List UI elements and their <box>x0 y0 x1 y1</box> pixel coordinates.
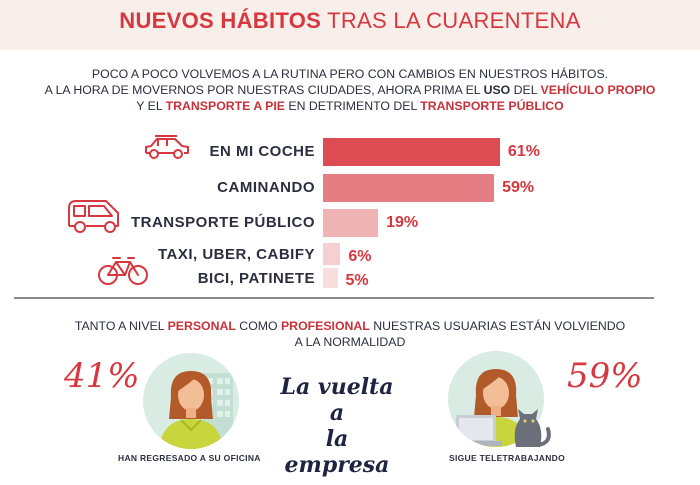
bar-value-coche: 61% <box>507 143 540 160</box>
statement-segment: COMO <box>235 319 281 333</box>
statement-line-1: TANTO A NIVEL PERSONAL COMO PROFESIONAL … <box>20 318 680 334</box>
bar-transporte-publico <box>323 209 379 237</box>
bar-value-transporte-publico: 19% <box>386 214 419 231</box>
intro-line-1: POCO A POCO VOLVEMOS A LA RUTINA PERO CO… <box>91 67 609 81</box>
woman-laptop-cat-icon <box>448 351 551 447</box>
car-icon <box>145 135 189 159</box>
bar-label-transporte-publico: TRANSPORTE PÚBLICO <box>130 214 315 231</box>
intro-text-segment: Y EL <box>136 99 166 113</box>
intro-line-3: Y EL TRANSPORTE A PIE EN DETRIMENTO DEL … <box>20 98 680 114</box>
bar-label-taxi: TAXI, UBER, CABIFY <box>157 246 315 263</box>
office-return-percent: 41% <box>64 356 140 396</box>
intro-text-segment: A LA HORA DE MOVERNOS POR NUESTRAS CIUDA… <box>44 83 484 97</box>
intro-text-segment: EN DETRIMENTO DEL <box>284 99 421 113</box>
bar-value-caminando: 59% <box>502 179 535 196</box>
bar-value-taxi: 6% <box>348 248 372 265</box>
statement-line-2: A LA NORMALIDAD <box>294 335 406 349</box>
statement-highlight-personal: PERSONAL <box>167 319 236 333</box>
bar-value-bici: 5% <box>345 272 369 289</box>
intro-line-2: A LA HORA DE MOVERNOS POR NUESTRAS CIUDA… <box>20 82 680 98</box>
bar-caminando <box>323 174 495 202</box>
section-divider <box>14 297 654 299</box>
headline-line-1: La vuelta a <box>280 374 394 426</box>
woman-office-icon <box>143 353 239 449</box>
intro-highlight-publico: TRANSPORTE PÚBLICO <box>420 99 564 113</box>
remote-work-caption: SIGUE TELETRABAJANDO <box>449 453 566 463</box>
intro-highlight-uso: USO <box>483 83 511 97</box>
remote-work-percent: 59% <box>567 356 643 396</box>
intro-text-segment: DEL <box>510 83 541 97</box>
bar-label-coche: EN MI COCHE <box>209 143 315 160</box>
statement-segment: TANTO A NIVEL <box>74 319 168 333</box>
statement-segment: NUESTRAS USUARIAS ESTÁN VOLVIENDO <box>369 319 626 333</box>
back-to-office-headline: La vuelta a la empresa <box>272 374 402 478</box>
headline-line-2: la empresa <box>284 426 390 478</box>
office-return-caption: HAN REGRESADO A SU OFICINA <box>118 453 261 463</box>
page-title: NUEVOS HÁBITOS TRAS LA CUARENTENA <box>0 8 700 34</box>
bar-taxi <box>323 243 341 265</box>
intro-text: POCO A POCO VOLVEMOS A LA RUTINA PERO CO… <box>20 66 680 114</box>
intro-highlight-vehiculo: VEHÍCULO PROPIO <box>540 83 656 97</box>
normality-statement: TANTO A NIVEL PERSONAL COMO PROFESIONAL … <box>20 318 680 350</box>
bus-icon <box>68 200 119 233</box>
bar-bici <box>323 268 338 288</box>
intro-highlight-pie: TRANSPORTE A PIE <box>165 99 285 113</box>
statement-highlight-profesional: PROFESIONAL <box>280 319 370 333</box>
header-band <box>0 0 700 50</box>
bar-coche <box>323 138 500 166</box>
bicycle-icon <box>98 257 148 285</box>
bar-label-bici: BICI, PATINETE <box>197 270 315 287</box>
title-bold: NUEVOS HÁBITOS <box>119 8 322 33</box>
title-light: TRAS LA CUARENTENA <box>327 8 581 33</box>
bar-label-caminando: CAMINANDO <box>217 179 315 196</box>
